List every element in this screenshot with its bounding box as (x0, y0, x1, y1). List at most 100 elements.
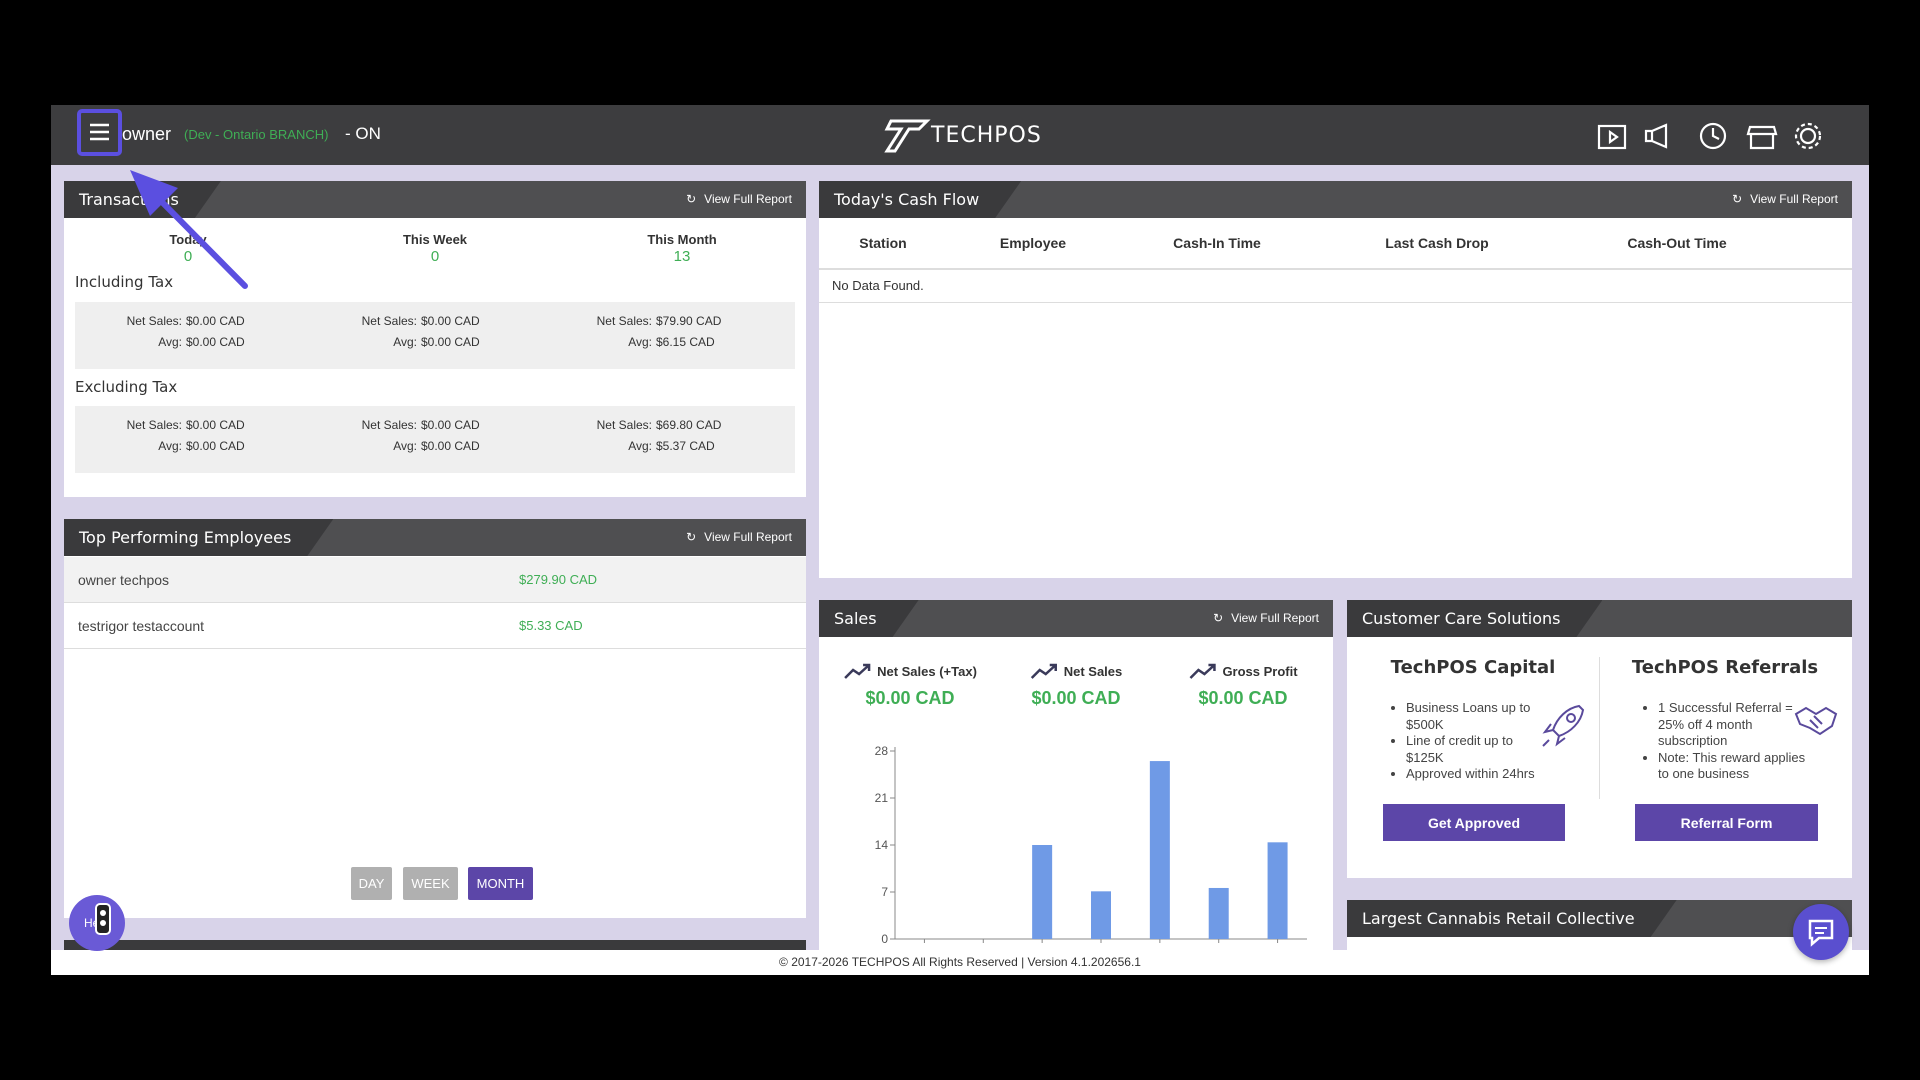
period-button[interactable]: WEEK (403, 867, 458, 900)
next-panel-header (64, 940, 806, 950)
view-report[interactable]: ↻ View Full Report (686, 181, 792, 218)
employees-panel: Top Performing Employees ↻ View Full Repor… (64, 519, 806, 918)
metric-label: Net Sales (+Tax) (843, 662, 977, 680)
metric-value: $0.00 CAD (1198, 688, 1288, 708)
bar (1091, 891, 1111, 939)
card-button[interactable]: Referral Form (1635, 804, 1818, 841)
avg-value: $5.37 CAD (656, 439, 715, 453)
avg-value: $0.00 CAD (186, 439, 245, 453)
view-report-text[interactable]: View Full Report (704, 192, 792, 206)
net-label: Net Sales: (596, 314, 652, 328)
divider (1599, 657, 1600, 799)
employee-name: testrigor testaccount (78, 618, 205, 634)
card-item: Line of credit up to $125K (1406, 733, 1546, 766)
view-report-text[interactable]: View Full Report (704, 530, 792, 544)
net-label: Net Sales: (596, 418, 652, 432)
section-box (75, 406, 795, 473)
net-value: $0.00 CAD (421, 418, 480, 432)
view-report[interactable]: ↻ View Full Report (686, 519, 792, 556)
panel-header: Today's Cash Flow ↻ View Full Report (819, 181, 1852, 218)
column-header: Employee (999, 235, 1067, 251)
card-button[interactable]: Get Approved (1383, 804, 1565, 841)
panel-header: Top Performing Employees ↻ View Full Repor… (64, 519, 806, 556)
avg-label: Avg: (158, 335, 182, 349)
employee-row (64, 603, 806, 649)
period-count: 0 (430, 248, 440, 265)
settings-icon[interactable] (1799, 127, 1817, 145)
avg-label: Avg: (393, 335, 417, 349)
panel-title: Largest Cannabis Retail Collective (1347, 900, 1677, 937)
metric-value: $0.00 CAD (1031, 688, 1121, 708)
rocket-icon (1542, 704, 1585, 747)
chat-icon (1808, 919, 1834, 947)
view-report-text[interactable]: View Full Report (1231, 611, 1319, 625)
bar (1208, 887, 1229, 939)
toolbar-icons (1597, 122, 1822, 150)
column-header: Cash-Out Time (1627, 235, 1727, 251)
sales-panel: Sales ↻ View Full Report 0 7 14 21 28 Net Sale… (819, 600, 1333, 950)
net-label: Net Sales: (361, 418, 417, 432)
metric-label: Net Sales (1030, 662, 1123, 680)
metric-label-text: Net Sales (+Tax) (877, 663, 977, 679)
clock-icon[interactable] (1699, 122, 1727, 150)
logo-mark (884, 119, 931, 153)
menu-button[interactable] (77, 109, 122, 156)
card-item: Business Loans up to $500K (1406, 700, 1546, 733)
column-header: Cash-In Time (1173, 235, 1261, 251)
net-label: Net Sales: (126, 418, 182, 432)
period-label: This Week (402, 232, 468, 247)
section-title: Including Tax (75, 273, 174, 291)
video-icon[interactable] (1597, 124, 1627, 150)
avg-label: Avg: (393, 439, 417, 453)
avg-value: $6.15 CAD (656, 335, 715, 349)
collective-panel: Largest Cannabis Retail Collective (1347, 900, 1852, 950)
panel-header: Largest Cannabis Retail Collective (1347, 900, 1852, 937)
metric-label-text: Gross Profit (1222, 663, 1298, 679)
metric-label: Gross Profit (1188, 662, 1298, 680)
period-button[interactable]: MONTH (468, 867, 533, 900)
panel-title: Today's Cash Flow (819, 181, 1021, 218)
help-button[interactable]: Help (69, 895, 125, 951)
chat-button[interactable] (1793, 904, 1849, 960)
status: - ON (345, 124, 381, 143)
bar (1149, 761, 1170, 939)
net-value: $0.00 CAD (186, 418, 245, 432)
panel-header: Sales ↻ View Full Report (819, 600, 1333, 637)
net-label: Net Sales: (126, 314, 182, 328)
card-item: Note: This reward applies to one busines… (1658, 750, 1806, 783)
period-label: This Month (647, 232, 717, 247)
metric-value: $0.00 CAD (865, 688, 955, 708)
net-value: $0.00 CAD (186, 314, 245, 328)
y-tick-label: 28 (875, 744, 889, 758)
section-box (75, 302, 795, 369)
footer: © 2017-2026 TECHPOS All Rights Reserved … (51, 950, 1869, 975)
view-report-text[interactable]: View Full Report (1750, 192, 1838, 206)
customer-care-panel: Customer Care Solutions TechPOS Capital B… (1347, 600, 1852, 878)
store-icon[interactable] (1746, 125, 1778, 150)
y-tick-label: 0 (881, 932, 888, 946)
divider (819, 268, 1852, 270)
bar (1267, 842, 1288, 939)
divider (819, 302, 1852, 303)
panel-title: Customer Care Solutions (1347, 600, 1602, 637)
card-list: Business Loans up to $500KLine of credit… (1390, 700, 1546, 783)
net-label: Net Sales: (361, 314, 417, 328)
view-report[interactable]: ↻ View Full Report (1213, 600, 1319, 637)
y-tick-label: 14 (875, 838, 889, 852)
net-value: $69.80 CAD (656, 418, 722, 432)
view-report[interactable]: ↻ View Full Report (1732, 181, 1838, 218)
period-button[interactable]: DAY (351, 867, 392, 900)
announce-icon[interactable] (1644, 123, 1668, 149)
card-item: 1 Successful Referral = 25% off 4 month … (1658, 700, 1806, 750)
metric-label-text: Net Sales (1063, 663, 1123, 679)
panel-header: Transactions ↻ View Full Report (64, 181, 806, 218)
panel-header: Customer Care Solutions (1347, 600, 1852, 637)
empty-message: No Data Found. (832, 278, 924, 293)
panel-title: Sales (819, 600, 919, 637)
employee-name: owner techpos (78, 572, 170, 588)
handshake-icon (1794, 706, 1838, 736)
panel-title: Top Performing Employees (64, 519, 333, 556)
bar (1032, 845, 1053, 939)
period-label: Today (169, 232, 207, 247)
